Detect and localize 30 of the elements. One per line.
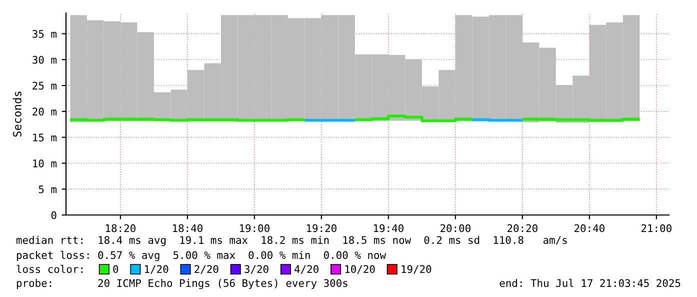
y-tick-label: 25 m — [32, 82, 56, 90]
y-tick-label: 0 — [51, 211, 56, 220]
x-tick-label: 20:20 — [508, 224, 538, 232]
legend-label: 0 — [113, 265, 118, 274]
text: probe: 20 ICMP Echo Pings (56 Bytes) every 300s — [16, 278, 348, 290]
legend-title: loss color: — [16, 264, 82, 274]
y-axis-title: Seconds — [12, 92, 22, 137]
y-tick-label: 10 m — [33, 159, 56, 168]
text: end: Thu Jul 17 21:03:45 2025 — [500, 278, 680, 288]
y-tick-label: 15 m — [33, 134, 56, 142]
x-tick-label: 19:20 — [307, 224, 336, 232]
x-tick-label: 21:00 — [642, 224, 672, 232]
x-tick-label: 20:00 — [440, 224, 470, 232]
y-tick-label: 35 m — [32, 30, 56, 38]
x-tick-label: 19:00 — [240, 224, 270, 232]
legend-label: 3/20 — [244, 265, 268, 274]
y-tick-label: 30 m — [32, 56, 56, 64]
text: median rtt: 18.4 ms avg 19.1 ms max 18.2 ms min 18.5 ms now 0.2 ms sd 110.8 am/s — [16, 236, 567, 246]
legend-label: 19/20 — [402, 265, 432, 274]
legend-label: 10/20 — [345, 265, 375, 274]
legend-label: 1/20 — [145, 265, 168, 274]
x-tick-label: 19:40 — [374, 224, 404, 232]
text: packet loss: 0.57 % avg 5.00 % max 0.00 % min 0.00 % now — [16, 250, 386, 262]
x-tick-label: 18:40 — [173, 224, 202, 232]
legend-label: 2/20 — [194, 265, 218, 274]
x-tick-label: 20:40 — [574, 224, 604, 232]
x-tick-label: 18:20 — [106, 224, 136, 232]
y-tick-label: 20 m — [32, 108, 56, 116]
legend-label: 4/20 — [294, 265, 318, 274]
y-tick-label: 5 m — [38, 185, 56, 194]
